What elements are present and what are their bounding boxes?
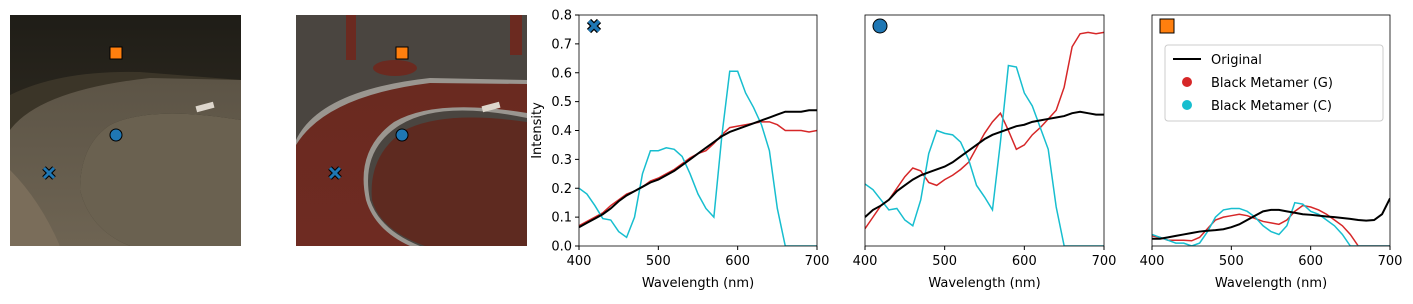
photo-original bbox=[10, 15, 241, 246]
x-tick-label: 400 bbox=[1140, 254, 1165, 269]
x-tick-label: 700 bbox=[1092, 254, 1117, 269]
series-line bbox=[1152, 201, 1390, 246]
y-tick-label: 0.0 bbox=[551, 240, 572, 255]
series-line bbox=[865, 64, 1104, 246]
x-tick-label: 500 bbox=[932, 254, 957, 269]
x-tick-label: 600 bbox=[725, 254, 750, 269]
x-tick-label: 400 bbox=[853, 254, 878, 269]
x-tick-label: 500 bbox=[1219, 254, 1244, 269]
line-chart: 400 500 600 700 Wavelength (nm) Original Black… bbox=[1140, 14, 1403, 291]
corner-marker bbox=[1159, 18, 1175, 34]
series-line bbox=[1152, 204, 1390, 246]
x-tick-label: 600 bbox=[1298, 254, 1323, 269]
y-tick-label: 0.1 bbox=[551, 211, 572, 226]
series-line bbox=[1152, 197, 1390, 240]
legend-frame bbox=[1164, 44, 1384, 122]
legend-swatch bbox=[1182, 100, 1192, 110]
corner-marker bbox=[872, 18, 888, 34]
y-axis-label: Intensity bbox=[530, 102, 545, 159]
photo-segmented bbox=[296, 15, 527, 246]
y-tick-label: 0.7 bbox=[551, 37, 572, 52]
legend: Original Black Metamer (G) Black Metamer (… bbox=[1164, 44, 1384, 122]
x-tick-label: 600 bbox=[1012, 254, 1037, 269]
series-line bbox=[865, 31, 1104, 230]
x-tick-label: 700 bbox=[1378, 254, 1403, 269]
x-axis-label: Wavelength (nm) bbox=[642, 276, 754, 291]
line-chart: 400 500 600 700 0.0 0.1 0.2 0.3 0.4 0.5 0.6 0.7 0.8 W… bbox=[530, 9, 829, 292]
y-tick-label: 0.6 bbox=[551, 66, 572, 81]
y-tick-label: 0.8 bbox=[551, 9, 572, 24]
y-tick-label: 0.3 bbox=[551, 153, 572, 168]
axes-frame bbox=[864, 14, 1105, 247]
legend-label: Original bbox=[1211, 53, 1262, 68]
x-tick-label: 400 bbox=[567, 254, 592, 269]
series-line bbox=[579, 70, 817, 246]
series-line bbox=[579, 109, 817, 229]
corner-marker bbox=[587, 19, 601, 33]
line-chart: 400 500 600 700 Wavelength (nm) bbox=[853, 14, 1117, 291]
axes-frame bbox=[578, 14, 818, 247]
legend-label: Black Metamer (G) bbox=[1211, 76, 1333, 91]
x-tick-label: 700 bbox=[805, 254, 830, 269]
x-axis-label: Wavelength (nm) bbox=[928, 276, 1040, 291]
legend-label: Black Metamer (C) bbox=[1211, 99, 1332, 114]
y-tick-label: 0.5 bbox=[551, 95, 572, 110]
series-line bbox=[579, 121, 817, 227]
x-tick-label: 500 bbox=[646, 254, 671, 269]
x-axis-label: Wavelength (nm) bbox=[1215, 276, 1327, 291]
axes-frame bbox=[1151, 14, 1391, 247]
series-line bbox=[865, 110, 1104, 218]
legend-swatch bbox=[1182, 77, 1192, 87]
y-tick-label: 0.4 bbox=[551, 124, 572, 139]
y-tick-label: 0.2 bbox=[551, 182, 572, 197]
